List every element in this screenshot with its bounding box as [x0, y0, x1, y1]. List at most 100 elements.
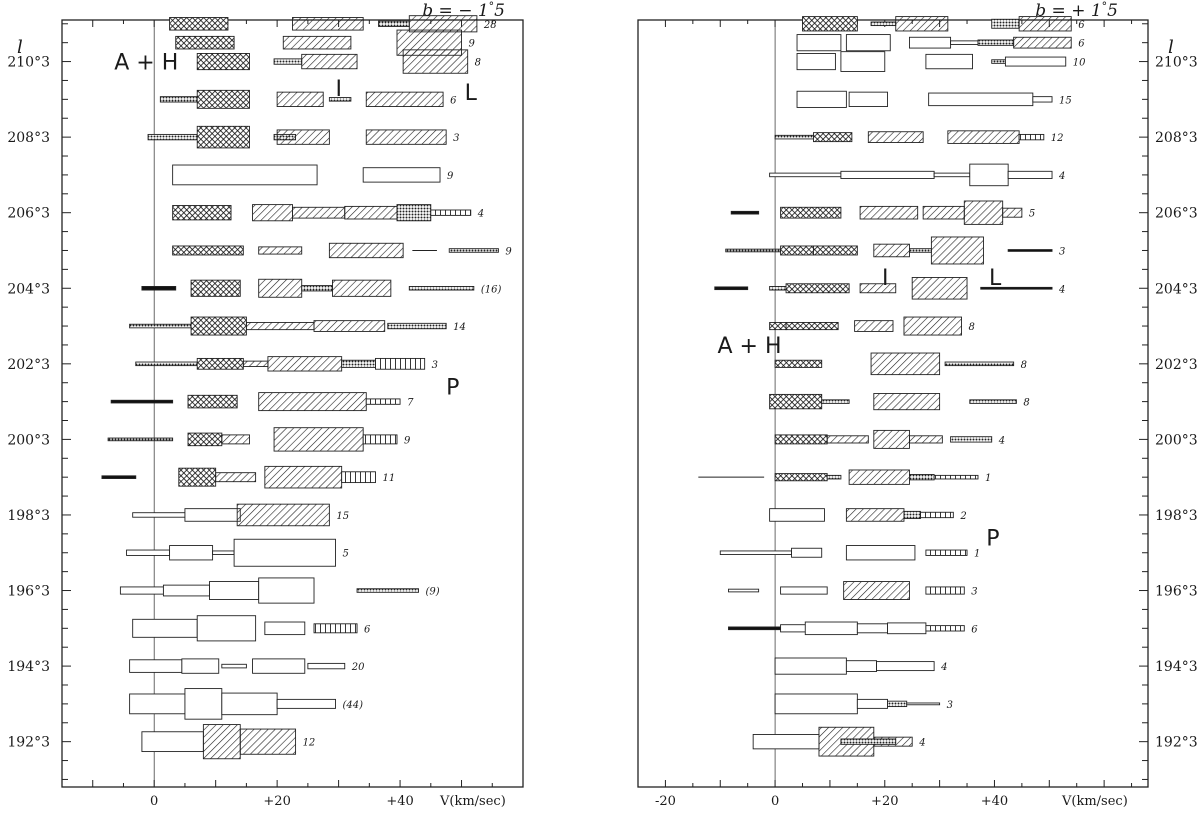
panel-right-ticks: [637, 20, 1148, 787]
profile-segment-dots: [301, 285, 333, 292]
row-count-label: 8: [1021, 360, 1027, 371]
profile-segment-open: [950, 40, 979, 45]
profile-segment-hatch: [236, 503, 330, 527]
row-count-label: 9: [469, 39, 476, 50]
panel-left-counts: 28 9 8 6 3 9 4 9 (16) 14 3 7 9 11 15 5 (9) 6 20 (44) 12: [303, 20, 513, 749]
profile-segment-dots: [725, 248, 782, 253]
profile-segment-solid: [730, 210, 760, 215]
profile-segment-hatch: [273, 427, 364, 452]
profile-segment-open: [796, 34, 842, 52]
profile-segment-dots: [356, 588, 419, 593]
profile-segment-cross: [774, 473, 828, 482]
profile-segment-solid: [728, 626, 782, 631]
profile-segment-solid: [141, 286, 177, 291]
profile-segment-dots: [909, 474, 935, 481]
profile-segment-open: [845, 545, 916, 561]
profile-segment-boxes: [362, 434, 398, 445]
profile-segment-open: [769, 508, 825, 522]
profile-segment-hatch: [292, 17, 364, 31]
profile-segment-open: [780, 586, 828, 595]
y-tick-label: 202°3: [7, 357, 50, 373]
x-tick-label: 0: [150, 794, 158, 809]
profile-segment-hatch: [843, 581, 910, 600]
profile-segment-hatch: [264, 465, 343, 489]
profile-segment-hatch: [313, 320, 386, 332]
profile-segment-dots: [774, 134, 814, 140]
profile-segment-hatch: [859, 283, 897, 294]
profile-segment-open: [769, 172, 842, 178]
row-count-label: 3: [1059, 246, 1065, 257]
y-tick-label: 198°3: [7, 508, 50, 524]
group-label: A + H: [718, 334, 782, 359]
row-count-label: 4: [1058, 284, 1065, 295]
profile-segment-dots: [147, 133, 198, 141]
row-count-label: 20: [351, 662, 365, 673]
profile-segment-open: [221, 692, 278, 716]
row-count-label: 6: [364, 624, 371, 635]
profile-segment-hatch: [873, 243, 910, 258]
profile-segment-hatch: [947, 130, 1020, 144]
profile-segment-open: [181, 658, 220, 674]
profile-segment-dots: [328, 97, 352, 102]
y-tick-label: 200°3: [7, 432, 50, 448]
y-tick-label: 200°3: [1155, 432, 1198, 448]
group-label: L: [465, 81, 478, 106]
profile-segment-open: [196, 615, 257, 642]
profile-segment-open: [129, 659, 183, 673]
profile-segment-dots: [840, 738, 897, 745]
profile-segment-dots: [273, 58, 303, 65]
profile-segment-boxes: [365, 398, 401, 405]
y-tick-label: 204°3: [7, 281, 50, 297]
y-tick-label: 192°3: [1155, 735, 1198, 751]
profile-segment-boxes: [313, 623, 358, 634]
y-tick-label: 206°3: [7, 206, 50, 222]
profile-segment-open: [840, 170, 935, 179]
profile-segment-solid: [110, 399, 174, 404]
profile-segment-cross: [813, 132, 853, 143]
profile-segment-cross: [769, 393, 823, 410]
profile-segment-hatch: [826, 435, 869, 444]
profile-segment-hatch: [854, 320, 894, 332]
profile-segment-dots: [107, 437, 174, 442]
profile-segment-open: [162, 584, 210, 597]
profile-segment-hatch: [221, 434, 250, 445]
profile-segment-hatch: [873, 429, 910, 449]
profile-segment-cross: [196, 89, 250, 109]
panel-right-group-labels: A + H I L P: [718, 266, 1002, 552]
profile-segment-solid: [714, 286, 749, 291]
profile-segment-open: [925, 53, 973, 70]
panel-left-group-labels: A + H I L P: [114, 51, 477, 401]
profile-segment-cross: [774, 434, 828, 445]
row-count-label: 6: [1078, 39, 1085, 50]
profile-segment-open: [221, 663, 247, 669]
profile-segment-open: [728, 588, 760, 593]
x-tick-label: +40: [981, 794, 1008, 809]
row-count-label: 14: [453, 322, 466, 333]
profile-segment-open: [719, 550, 792, 555]
panel-right-title-degree: °: [1102, 0, 1108, 13]
profile-segment-open: [252, 658, 306, 674]
row-count-label: 4: [477, 209, 484, 220]
panel-right-frame: [637, 19, 1149, 788]
profile-segment-hatch: [895, 16, 949, 32]
profile-segment-dots: [991, 18, 1020, 29]
x-tick-label: -20: [655, 794, 676, 809]
panel-left: b = − 1°5 l V(km/sec) 210°3208°3206°3204…: [7, 0, 524, 809]
row-count-label: 1: [985, 473, 991, 484]
profile-segment-hatch: [276, 91, 324, 107]
row-count-label: 15: [1059, 95, 1072, 106]
profile-segment-hatch: [873, 393, 941, 411]
profile-segment-open: [172, 164, 318, 186]
group-label: P: [446, 375, 459, 400]
profile-segment-open: [752, 734, 820, 750]
y-tick-label: 198°3: [1155, 508, 1198, 524]
profile-segment-hatch: [276, 129, 330, 145]
row-count-label: 6: [971, 624, 978, 635]
profile-segment-boxes: [925, 625, 965, 632]
panel-right-title-value: = + 1: [1046, 1, 1102, 21]
profile-segment-boxes: [919, 511, 954, 519]
y-tick-label: 206°3: [1155, 206, 1198, 222]
profile-segment-hatch: [963, 200, 1004, 225]
profile-segment-open: [184, 688, 223, 720]
profile-segment-boxes: [925, 586, 965, 595]
